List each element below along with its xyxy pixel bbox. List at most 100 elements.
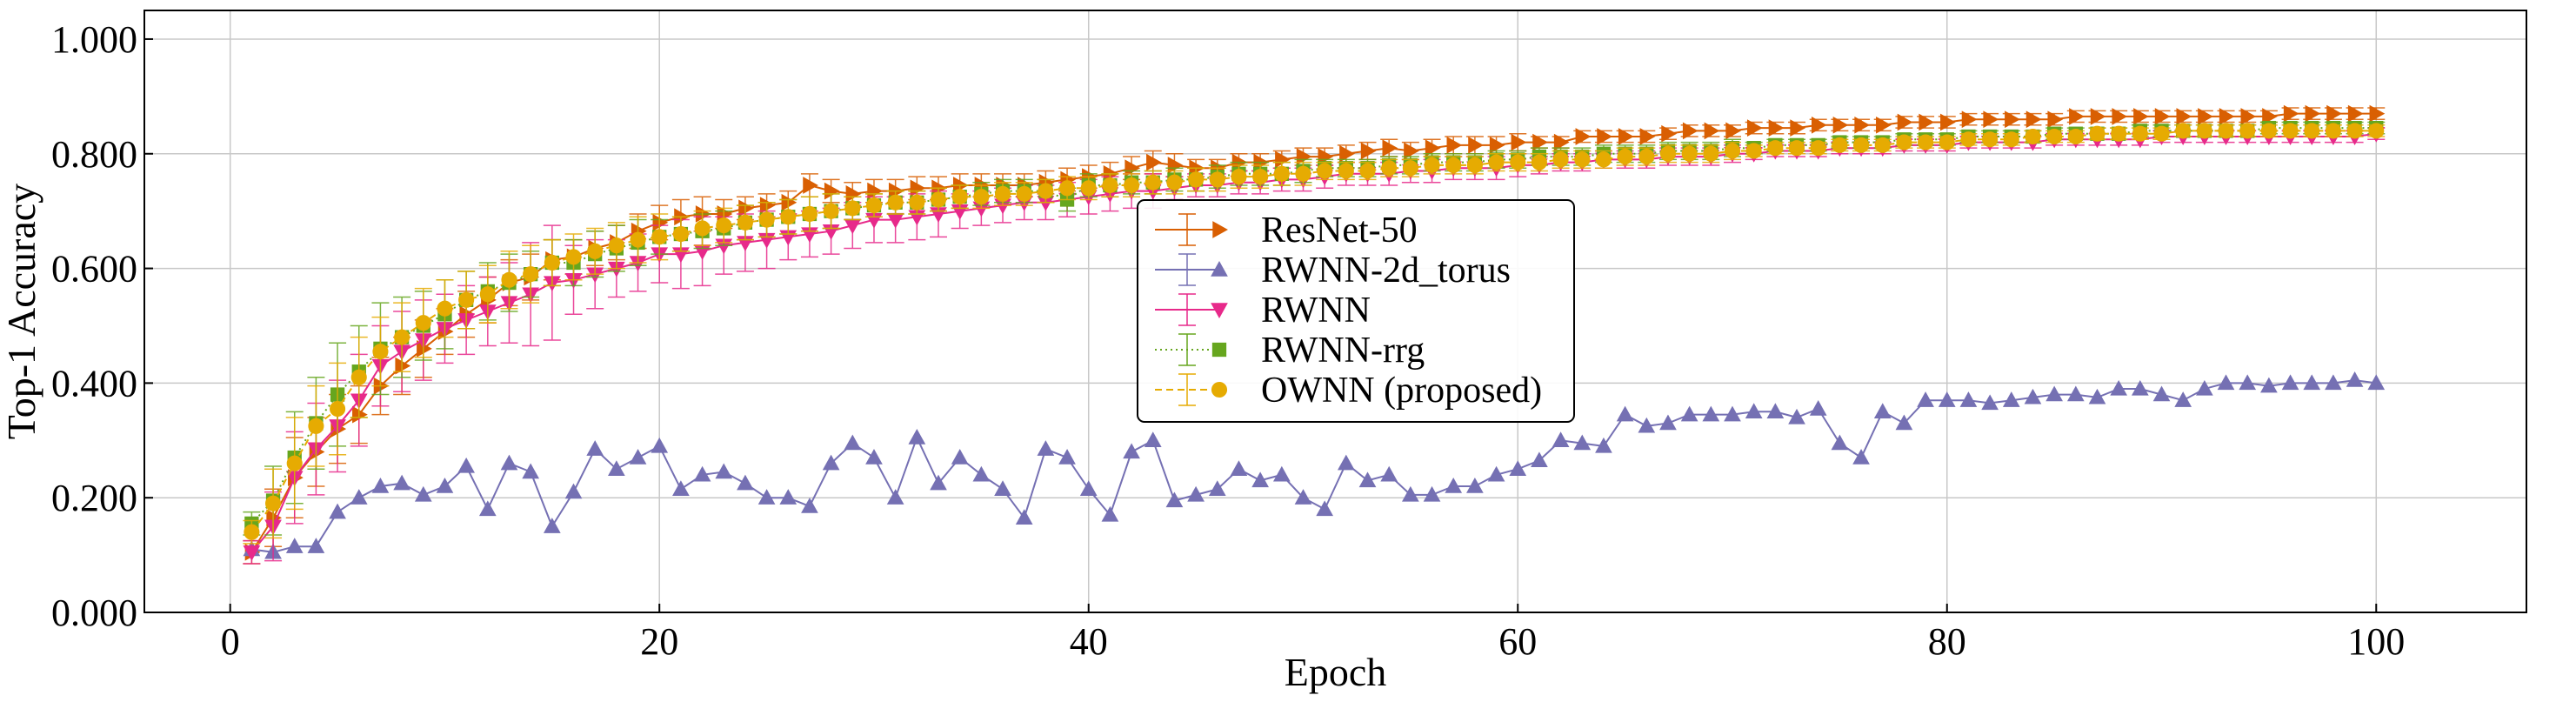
data-point <box>1768 119 1785 137</box>
data-point <box>2260 377 2278 393</box>
data-point <box>1404 142 1419 160</box>
data-point <box>2367 374 2386 391</box>
axis-ticks: 0 20 40 60 80 100 0.000 0.200 0.400 0.600 0.800 1.0… <box>51 18 2405 663</box>
data-point <box>1080 180 1097 197</box>
data-point <box>2325 123 2341 139</box>
data-point <box>372 344 389 360</box>
y-tick-label: 0.400 <box>51 362 137 404</box>
y-tick-label: 0.600 <box>51 248 137 291</box>
data-point <box>1339 144 1355 163</box>
data-point <box>715 463 733 479</box>
data-point <box>757 489 776 505</box>
data-point <box>2131 379 2149 396</box>
data-point <box>1597 128 1612 145</box>
data-point <box>393 474 410 491</box>
data-point <box>2282 123 2299 139</box>
data-point <box>1468 137 1484 154</box>
data-point <box>1317 163 1333 179</box>
data-point <box>1038 183 1054 199</box>
data-point <box>1982 131 1999 148</box>
data-point <box>1531 154 1547 170</box>
data-point <box>2067 128 2084 145</box>
data-point <box>1424 157 1440 173</box>
x-tick-label: 100 <box>2347 620 2405 663</box>
data-point <box>1746 119 1763 137</box>
data-point <box>1616 405 1634 422</box>
data-point <box>2240 108 2257 125</box>
data-point <box>1382 139 1398 157</box>
data-point <box>1338 163 1354 179</box>
data-point <box>865 449 883 465</box>
data-point <box>2025 128 2041 145</box>
data-point <box>824 182 840 200</box>
data-point <box>1425 139 1441 157</box>
data-point <box>1166 174 1183 191</box>
data-point <box>738 199 754 217</box>
data-point <box>1037 440 1055 456</box>
data-point <box>1188 171 1205 188</box>
data-point <box>1552 431 1570 447</box>
data-point <box>2281 374 2299 391</box>
data-point <box>564 483 583 499</box>
data-point <box>1961 110 1978 129</box>
data-point <box>2283 104 2299 123</box>
data-point <box>1252 169 1269 185</box>
data-point <box>1724 143 1741 159</box>
data-point <box>930 474 947 491</box>
data-point <box>1275 150 1291 169</box>
data-point <box>1938 391 1956 407</box>
data-point <box>2175 123 2192 139</box>
data-point <box>1832 116 1849 134</box>
data-point <box>2111 125 2127 142</box>
data-point <box>1144 431 1162 447</box>
data-point <box>2152 385 2171 402</box>
plot-frame <box>143 10 2527 613</box>
data-point <box>2346 123 2363 139</box>
data-point <box>1638 417 1656 433</box>
data-point <box>1102 177 1118 194</box>
data-point <box>1595 151 1612 168</box>
data-point <box>1167 157 1184 174</box>
data-point <box>2003 131 2019 148</box>
data-point <box>1511 133 1527 151</box>
legend-label: RWNN-2d_torus <box>1261 251 1511 291</box>
data-point <box>1466 477 1484 493</box>
data-point <box>1318 148 1334 165</box>
x-tick-label: 80 <box>1928 620 1966 663</box>
data-point <box>1618 128 1634 145</box>
series-line <box>251 379 2377 553</box>
data-point <box>608 460 625 476</box>
data-point <box>672 225 689 243</box>
data-point <box>1510 154 1526 170</box>
data-point <box>651 437 669 453</box>
data-point <box>1146 153 1162 171</box>
data-point <box>1251 471 1269 488</box>
x-tick-label: 0 <box>221 620 240 663</box>
data-point <box>737 214 753 231</box>
data-point <box>2046 128 2063 145</box>
data-point <box>2303 374 2321 391</box>
y-axis-label: Top-1 Accuracy <box>0 184 43 439</box>
legend-item: RWNN-2d_torus <box>1155 251 1511 291</box>
data-point <box>543 518 561 533</box>
legend-label: RWNN <box>1261 291 1371 331</box>
data-point <box>2218 123 2234 139</box>
data-point <box>1854 116 1871 134</box>
y-tick-label: 0.800 <box>51 133 137 176</box>
data-point <box>1059 180 1076 197</box>
plot-series <box>243 104 2386 565</box>
data-point <box>457 457 475 473</box>
data-point <box>608 237 624 254</box>
data-point <box>1337 454 1355 471</box>
data-point <box>1788 408 1805 425</box>
data-point <box>1681 145 1698 162</box>
data-point <box>1745 143 1762 159</box>
x-tick-label: 40 <box>1070 620 1108 663</box>
data-point <box>781 193 797 211</box>
data-point <box>2089 125 2106 142</box>
data-point <box>330 400 346 418</box>
data-point <box>1489 137 1505 154</box>
data-point <box>1639 128 1656 145</box>
data-point <box>1724 405 1741 422</box>
legend-item: ResNet-50 <box>1155 211 1418 251</box>
